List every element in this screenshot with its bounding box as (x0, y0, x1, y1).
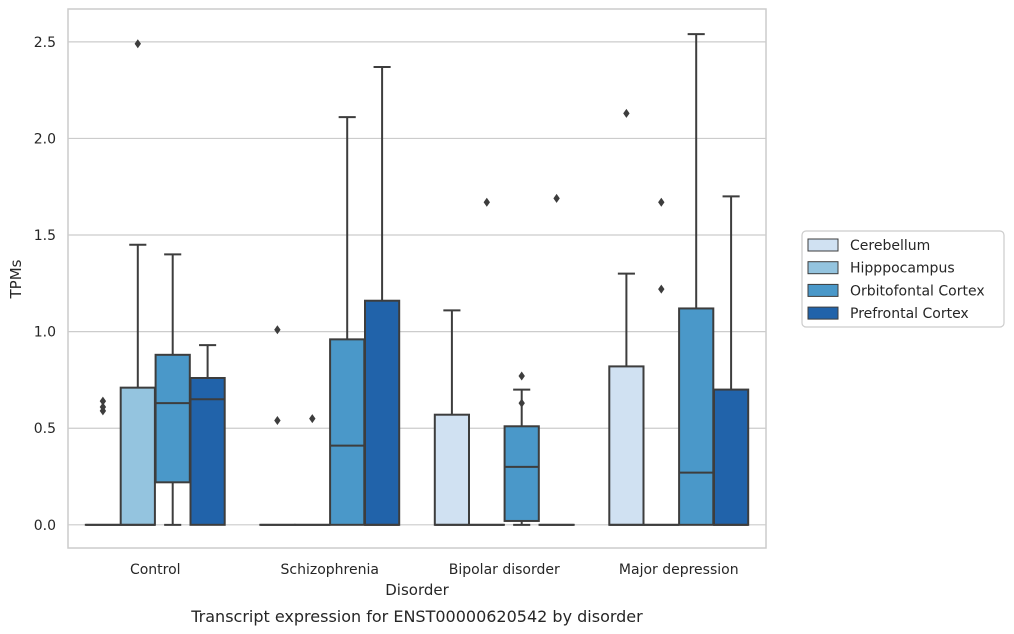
box-group (329, 116, 366, 526)
box-group (608, 108, 645, 526)
outlier-point (309, 414, 316, 424)
box-group (259, 325, 296, 526)
box-group (154, 253, 191, 526)
legend-swatch (807, 238, 839, 252)
box-group (433, 309, 471, 526)
x-tick-label: Schizophrenia (281, 562, 379, 578)
box-group (503, 371, 540, 526)
x-tick-label: Bipolar disorder (449, 562, 560, 578)
box (433, 413, 471, 526)
box (503, 425, 540, 522)
box (712, 388, 750, 526)
x-tick-label: Control (130, 562, 181, 578)
y-axis-label: TPMs (7, 259, 25, 299)
y-tick-label: 0.5 (34, 421, 56, 437)
legend-label: Orbitofontal Cortex (850, 283, 985, 299)
legend-label: Hipppocampus (850, 261, 955, 277)
box-group (294, 414, 331, 526)
y-axis-ticks: 0.0 0.5 1.0 1.5 2.0 2.5 (34, 35, 56, 534)
outlier-point (134, 39, 141, 49)
legend-label: Cerebellum (850, 238, 930, 254)
box-group (468, 197, 505, 526)
outlier-point (99, 402, 107, 412)
box-group (538, 193, 575, 526)
box-group (84, 396, 122, 526)
box (678, 307, 715, 526)
legend-swatch (807, 306, 839, 320)
outlier-point (658, 284, 665, 294)
legend: Cerebellum Hipppocampus Orbitofontal Corte… (801, 230, 1005, 328)
outlier-point (274, 325, 281, 335)
outlier-point (553, 193, 560, 203)
box (154, 353, 191, 484)
box-group (643, 197, 680, 526)
box (329, 338, 366, 526)
plot-area (84, 33, 750, 526)
outlier-point (623, 108, 630, 118)
box (608, 365, 645, 526)
outlier-point (518, 398, 525, 408)
legend-swatch (807, 261, 839, 275)
plot-frame (67, 8, 767, 549)
legend-swatch (807, 283, 839, 297)
y-tick-label: 2.0 (34, 131, 56, 147)
figure-caption: Transcript expression for ENST0000062054… (190, 607, 643, 626)
box (363, 299, 401, 526)
x-axis-label: Disorder (385, 581, 449, 599)
box-group (119, 39, 156, 526)
legend-box (801, 230, 1005, 328)
box-group (678, 33, 715, 526)
y-tick-label: 2.5 (34, 35, 56, 51)
box-group (712, 195, 750, 526)
y-tick-label: 1.0 (34, 325, 56, 341)
box-group (363, 65, 401, 526)
outlier-point (274, 415, 281, 425)
y-tick-label: 0.0 (34, 518, 56, 534)
x-tick-label: Major depression (619, 562, 739, 578)
outlier-point (518, 371, 525, 381)
outlier-point (99, 396, 107, 406)
outlier-point (483, 197, 490, 207)
outlier-point (658, 197, 665, 207)
x-axis-ticks: Control Schizophrenia Bipolar disorder Majo… (130, 562, 739, 578)
y-tick-label: 1.5 (34, 228, 56, 244)
box (119, 386, 156, 526)
box (189, 376, 226, 526)
legend-label: Prefrontal Cortex (850, 306, 969, 322)
box-group (189, 344, 226, 526)
